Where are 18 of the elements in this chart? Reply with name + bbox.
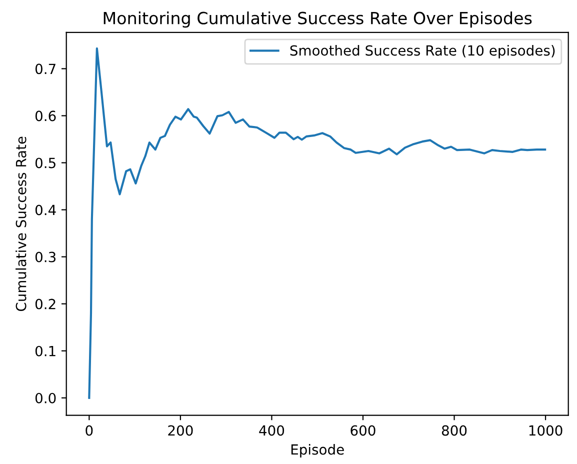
y-axis-title: Cumulative Success Rate (16, 136, 26, 312)
y-tick-label: 0.1 (35, 346, 56, 356)
x-tick-label: 600 (350, 425, 376, 436)
chart-title: Monitoring Cumulative Success Rate Over Episodes (104, 11, 532, 28)
y-tick-label: 0.2 (35, 298, 56, 310)
x-tick-label: 800 (442, 425, 467, 436)
y-tick-label: 0.6 (35, 110, 56, 122)
legend-label: Smoothed Success Rate (10 episodes) (290, 44, 555, 58)
y-tick-label: 0.4 (35, 204, 56, 216)
x-tick-label: 400 (259, 425, 284, 436)
x-tick-label: 0 (86, 425, 93, 436)
y-tick-label: 0.7 (35, 64, 56, 74)
y-tick-label: 0.3 (35, 252, 56, 262)
y-tick-label: 0.0 (35, 392, 56, 404)
x-tick-label: 1000 (529, 425, 562, 436)
x-axis-title: Episode (291, 444, 344, 458)
x-tick-label: 200 (168, 425, 193, 436)
y-tick-label: 0.5 (35, 158, 56, 168)
